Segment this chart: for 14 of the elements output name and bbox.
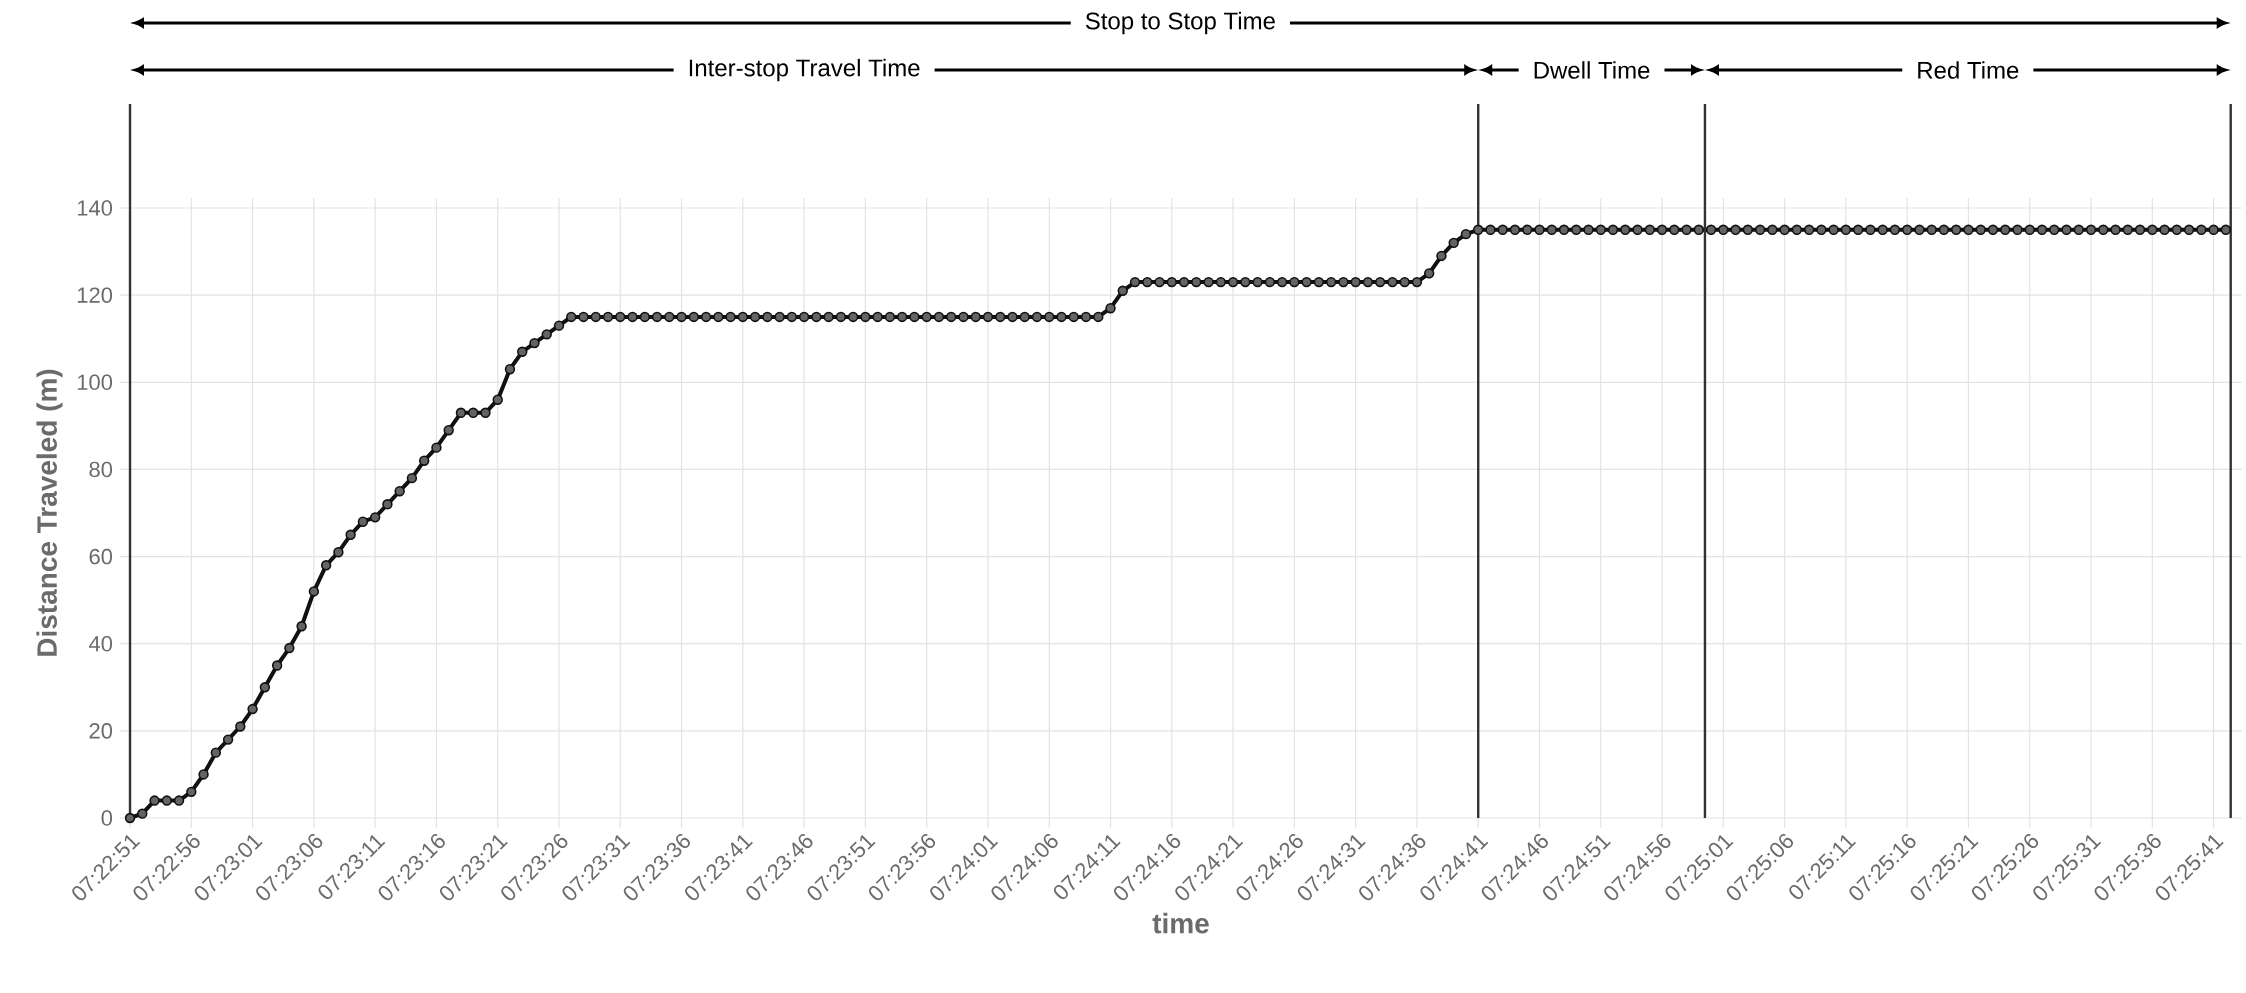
y-tick-label: 20 [89, 723, 113, 739]
y-tick-label: 0 [101, 810, 113, 826]
text: Inter-stop Travel Time [689, 58, 920, 82]
y-tick-label: 60 [89, 548, 113, 565]
y-axis-title: Distance Traveled (m) [36, 369, 63, 656]
y-tick-label: 40 [88, 635, 113, 652]
y-tick-label: 140 [77, 200, 113, 216]
text: Stop to Stop Time [1085, 11, 1275, 35]
x-axis-title: time [1152, 912, 1209, 934]
y-tick-label: 80 [89, 461, 113, 478]
y-tick-label: 100 [77, 374, 113, 391]
text: Dwell Time [1534, 61, 1650, 79]
y-tick-label: 120 [77, 287, 113, 303]
text: Red Time [1918, 61, 2019, 79]
